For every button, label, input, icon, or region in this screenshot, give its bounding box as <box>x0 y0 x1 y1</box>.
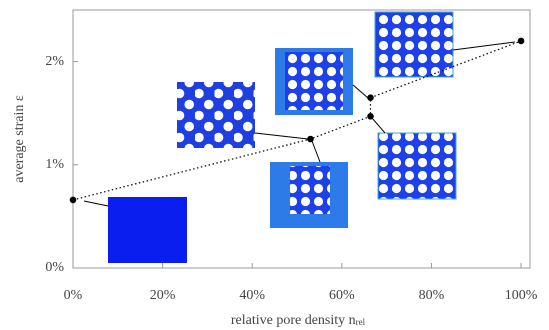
data-point <box>367 94 374 101</box>
inset <box>177 82 255 148</box>
arrow <box>312 141 320 162</box>
inset <box>285 52 343 110</box>
y-axis-label: average strain ε <box>12 95 27 183</box>
arrow <box>372 118 385 133</box>
x-tick-label: 0% <box>64 288 83 303</box>
y-tick-label: 0% <box>45 260 64 275</box>
data-point <box>70 197 77 204</box>
x-tick-label: 100% <box>505 288 538 303</box>
x-axis-label-main: relative pore density n <box>231 313 356 328</box>
data-point <box>367 113 374 120</box>
x-axis-label: relative pore density nrel <box>231 313 366 328</box>
arrow <box>84 201 108 206</box>
data-point <box>307 136 314 143</box>
inset <box>290 166 330 214</box>
x-tick-label: 40% <box>239 288 265 303</box>
inset <box>108 197 187 263</box>
y-tick-label: 1% <box>45 157 64 172</box>
arrow <box>353 85 368 98</box>
x-tick-label: 60% <box>329 288 355 303</box>
arrow <box>255 133 308 139</box>
chart: average strain ε relative pore density n… <box>0 0 549 330</box>
x-axis-label-sub: rel <box>356 317 366 327</box>
x-tick-label: 80% <box>419 288 445 303</box>
insets <box>108 12 456 263</box>
inset <box>378 133 456 199</box>
data-point <box>518 38 525 45</box>
y-tick-label: 2% <box>45 54 64 69</box>
arrow <box>453 42 515 50</box>
inset <box>375 12 453 77</box>
x-tick-label: 20% <box>150 288 176 303</box>
